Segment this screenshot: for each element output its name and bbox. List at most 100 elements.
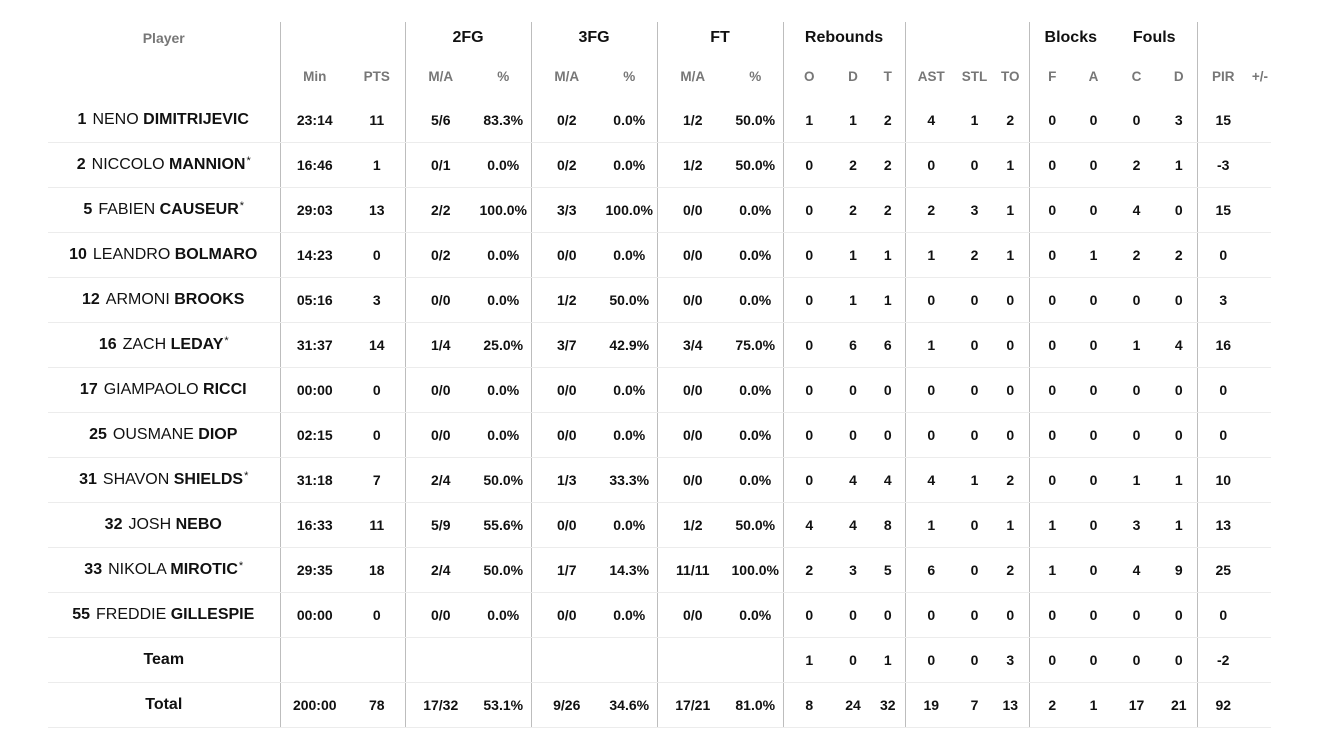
cell-blk-a: 0 xyxy=(1075,547,1112,593)
cell-stl: 0 xyxy=(957,142,992,188)
cell-pm xyxy=(1249,322,1271,368)
cell-foul-c: 17 xyxy=(1112,682,1161,728)
group-header-misc xyxy=(904,22,1029,54)
cell-to: 0 xyxy=(992,277,1029,323)
player-name-cell[interactable]: 55 FREDDIE GILLESPIE xyxy=(48,592,280,638)
cell-blk-a: 0 xyxy=(1075,367,1112,413)
cell-reb-o: 2 xyxy=(782,547,835,593)
cell-fg3-pct: 0.0% xyxy=(602,592,657,638)
cell-min: 14:23 xyxy=(279,232,349,278)
cell-min: 02:15 xyxy=(279,412,349,458)
cell-pir: 16 xyxy=(1196,322,1249,368)
player-name-cell[interactable]: 1 NENO DIMITRIJEVIC xyxy=(48,98,280,143)
col-header-reb-o: O xyxy=(782,54,835,98)
player-name-cell[interactable]: 10 LEANDRO BOLMARO xyxy=(48,232,280,278)
player-last-name: MANNION xyxy=(169,156,246,173)
cell-foul-d: 1 xyxy=(1161,502,1197,548)
player-name-cell[interactable]: 12 ARMONI BROOKS xyxy=(48,277,280,323)
player-last-name: SHIELDS xyxy=(173,471,244,488)
cell-foul-c: 0 xyxy=(1112,592,1161,638)
player-name-cell[interactable]: 17 GIAMPAOLO RICCI xyxy=(48,367,280,413)
cell-pir: 0 xyxy=(1196,367,1249,413)
cell-reb-t: 0 xyxy=(871,367,905,413)
group-header-fouls: Fouls xyxy=(1132,29,1176,46)
cell-reb-o: 0 xyxy=(782,277,835,323)
cell-blk-a: 0 xyxy=(1075,457,1112,503)
cell-blk-f: 0 xyxy=(1028,457,1075,503)
cell-ast: 1 xyxy=(904,502,957,548)
player-name-cell[interactable]: 5 FABIEN CAUSEUR* xyxy=(48,187,280,233)
player-last-name: BOLMARO xyxy=(174,246,258,263)
cell-min: 16:33 xyxy=(279,502,349,548)
cell-foul-d: 2 xyxy=(1161,232,1197,278)
cell-ft-pct: 0.0% xyxy=(728,412,783,458)
group-header-3fg: 3FG xyxy=(530,22,657,54)
cell-ft-ma: 0/0 xyxy=(656,277,728,323)
team-label: Team xyxy=(48,637,280,683)
cell-fg2-pct: 0.0% xyxy=(476,412,531,458)
cell-stl: 0 xyxy=(957,637,992,683)
player-name-cell[interactable]: 16 ZACH LEDAY* xyxy=(48,322,280,368)
cell-reb-d: 24 xyxy=(835,682,871,728)
cell-pm xyxy=(1249,682,1271,728)
col-header-plus-minus: +/- xyxy=(1251,68,1269,84)
cell-min: 05:16 xyxy=(279,277,349,323)
cell-reb-t: 1 xyxy=(871,637,905,683)
player-name-cell[interactable]: 32 JOSH NEBO xyxy=(48,502,280,548)
cell-fg3-ma xyxy=(530,637,602,683)
cell-foul-d: 1 xyxy=(1161,142,1197,188)
cell-min: 00:00 xyxy=(279,592,349,638)
cell-blk-f: 1 xyxy=(1028,502,1075,548)
cell-fg2-pct: 50.0% xyxy=(476,457,531,503)
player-name-cell[interactable]: 33 NIKOLA MIROTIC* xyxy=(48,547,280,593)
player-name-cell[interactable]: 25 OUSMANE DIOP xyxy=(48,412,280,458)
cell-pm xyxy=(1249,277,1271,323)
cell-min: 31:18 xyxy=(279,457,349,503)
player-name-cell[interactable]: 31 SHAVON SHIELDS* xyxy=(48,457,280,503)
cell-stl: 2 xyxy=(957,232,992,278)
cell-ft-ma xyxy=(656,637,728,683)
cell-fg3-pct: 34.6% xyxy=(602,682,657,728)
cell-ast: 19 xyxy=(904,682,957,728)
cell-ft-ma: 1/2 xyxy=(656,502,728,548)
cell-blk-f: 0 xyxy=(1028,592,1075,638)
cell-reb-o: 0 xyxy=(782,592,835,638)
cell-ft-pct: 81.0% xyxy=(728,682,783,728)
cell-stl: 0 xyxy=(957,592,992,638)
cell-reb-o: 1 xyxy=(782,98,835,143)
cell-pm xyxy=(1249,457,1271,503)
group-header-2fg: 2FG xyxy=(404,22,531,54)
player-first-name: LEANDRO xyxy=(92,246,171,263)
cell-to: 13 xyxy=(992,682,1029,728)
cell-pts: 11 xyxy=(349,502,405,548)
cell-foul-d: 9 xyxy=(1161,547,1197,593)
cell-reb-d: 1 xyxy=(835,98,871,143)
player-row: 1 NENO DIMITRIJEVIC 23:14 11 5/6 83.3% 0/2 0.0%… xyxy=(48,98,1271,143)
cell-fg2-ma: 2/4 xyxy=(404,457,476,503)
cell-reb-t: 4 xyxy=(871,457,905,503)
player-name-cell[interactable]: 2 NICCOLO MANNION* xyxy=(48,142,280,188)
cell-foul-d: 1 xyxy=(1161,457,1197,503)
cell-pts: 3 xyxy=(349,277,405,323)
cell-pm xyxy=(1249,232,1271,278)
cell-blk-f: 0 xyxy=(1028,277,1075,323)
cell-fg2-ma: 2/4 xyxy=(404,547,476,593)
player-first-name: SHAVON xyxy=(102,471,170,488)
col-header-foul-c: C xyxy=(1131,68,1142,84)
cell-to: 1 xyxy=(992,187,1029,233)
cell-foul-c: 0 xyxy=(1112,412,1161,458)
player-number: 12 xyxy=(82,291,100,308)
cell-ft-pct: 0.0% xyxy=(728,187,783,233)
player-subheader xyxy=(48,54,280,98)
player-last-name: MIROTIC xyxy=(170,561,238,578)
cell-to: 1 xyxy=(992,502,1029,548)
cell-pir: 0 xyxy=(1196,232,1249,278)
cell-fg2-pct: 0.0% xyxy=(476,367,531,413)
cell-fg2-ma: 5/6 xyxy=(404,98,476,143)
cell-fg3-ma: 0/0 xyxy=(530,412,602,458)
cell-ft-ma: 0/0 xyxy=(656,232,728,278)
player-column-header: Player xyxy=(142,30,185,46)
player-first-name: GIAMPAOLO xyxy=(103,381,199,398)
cell-pts: 78 xyxy=(349,682,405,728)
cell-pts: 0 xyxy=(349,412,405,458)
